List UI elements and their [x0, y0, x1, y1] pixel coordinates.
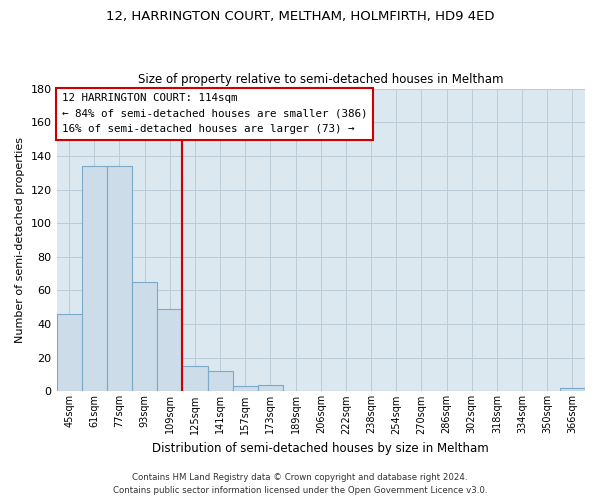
Bar	[82, 166, 107, 392]
Bar	[233, 386, 258, 392]
Title: Size of property relative to semi-detached houses in Meltham: Size of property relative to semi-detach…	[138, 73, 503, 86]
Text: Contains HM Land Registry data © Crown copyright and database right 2024.
Contai: Contains HM Land Registry data © Crown c…	[113, 474, 487, 495]
X-axis label: Distribution of semi-detached houses by size in Meltham: Distribution of semi-detached houses by …	[152, 442, 489, 455]
Bar	[182, 366, 208, 392]
Text: 12, HARRINGTON COURT, MELTHAM, HOLMFIRTH, HD9 4ED: 12, HARRINGTON COURT, MELTHAM, HOLMFIRTH…	[106, 10, 494, 23]
Y-axis label: Number of semi-detached properties: Number of semi-detached properties	[15, 137, 25, 343]
Bar	[132, 282, 157, 392]
Bar	[560, 388, 585, 392]
Text: 12 HARRINGTON COURT: 114sqm
← 84% of semi-detached houses are smaller (386)
16% : 12 HARRINGTON COURT: 114sqm ← 84% of sem…	[62, 93, 367, 134]
Bar	[107, 166, 132, 392]
Bar	[157, 309, 182, 392]
Bar	[56, 314, 82, 392]
Bar	[208, 371, 233, 392]
Bar	[258, 384, 283, 392]
